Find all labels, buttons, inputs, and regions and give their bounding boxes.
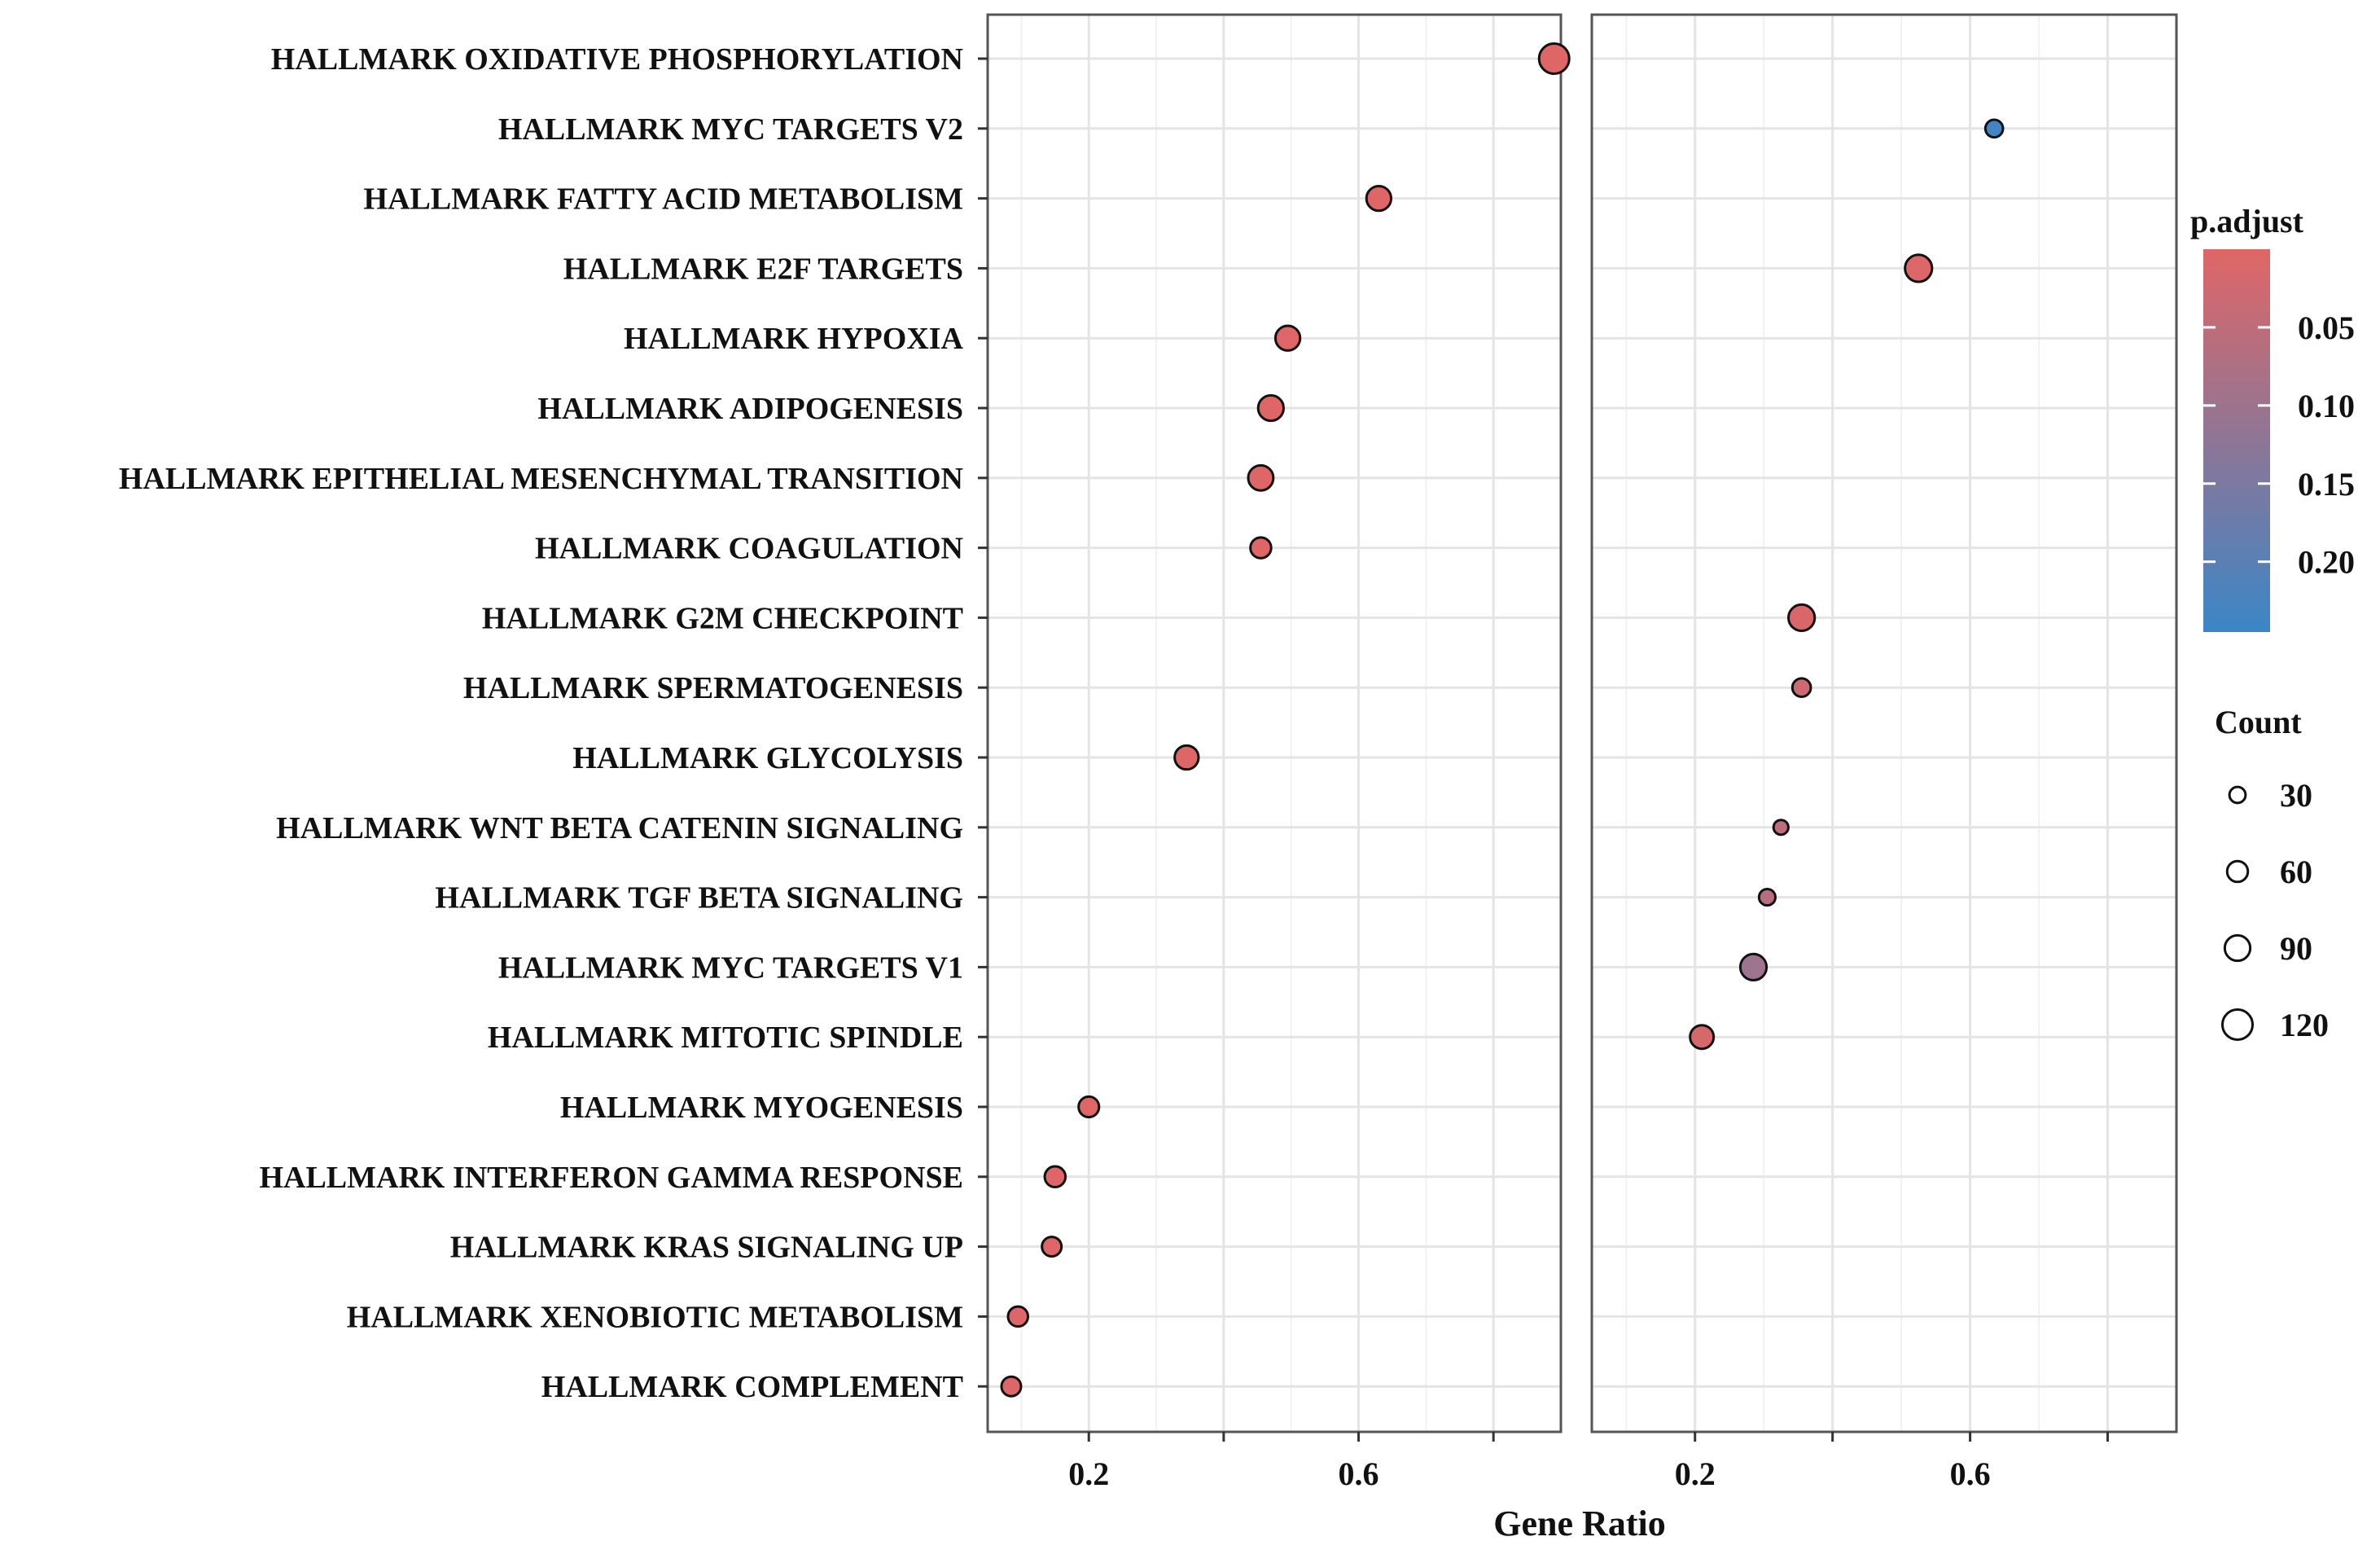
x-tick-label: 0.6 bbox=[1339, 1455, 1379, 1492]
category-label: HALLMARK COAGULATION bbox=[535, 532, 963, 566]
panel-border bbox=[1590, 13, 2178, 1433]
data-point bbox=[1904, 253, 1934, 283]
category-label: HALLMARK ADIPOGENESIS bbox=[537, 392, 963, 426]
color-legend: p.adjust 0.05 0.10 0.15 0.20 bbox=[2190, 203, 2355, 632]
panels-layer: 0.2 0.6 0.2 0.6 bbox=[978, 13, 2178, 1492]
category-label: HALLMARK HYPOXIA bbox=[624, 322, 964, 356]
category-label: HALLMARK INTERFERON GAMMA RESPONSE bbox=[259, 1161, 963, 1195]
data-point bbox=[1041, 1236, 1063, 1258]
category-label: HALLMARK KRAS SIGNALING UP bbox=[450, 1231, 963, 1265]
size-legend-circle bbox=[2220, 1008, 2255, 1042]
data-point bbox=[1273, 324, 1302, 352]
category-label: HALLMARK COMPLEMENT bbox=[541, 1370, 963, 1404]
category-label: HALLMARK MYC TARGETS V2 bbox=[498, 112, 963, 147]
category-labels: HALLMARK OXIDATIVE PHOSPHORYLATION HALLMA… bbox=[119, 42, 964, 1404]
size-legend-circle bbox=[2223, 933, 2252, 963]
panel-border bbox=[986, 13, 1563, 1433]
color-legend-label: 0.20 bbox=[2298, 544, 2355, 581]
size-legend-label: 90 bbox=[2280, 930, 2312, 967]
data-point bbox=[1790, 677, 1812, 699]
color-legend-title: p.adjust bbox=[2190, 203, 2304, 239]
size-legend-circle bbox=[2225, 859, 2250, 884]
data-point bbox=[1772, 819, 1790, 836]
data-point bbox=[1249, 536, 1273, 560]
data-point bbox=[1256, 393, 1285, 423]
x-tick-label: 0.6 bbox=[1950, 1455, 1991, 1492]
category-label: HALLMARK WNT BETA CATENIN SIGNALING bbox=[276, 811, 963, 845]
x-tick-label: 0.2 bbox=[1675, 1455, 1716, 1492]
panel-2: 0.2 0.6 bbox=[1590, 13, 2178, 1492]
data-point bbox=[1787, 603, 1817, 633]
size-legend-circle bbox=[2228, 785, 2247, 805]
category-label: HALLMARK MITOTIC SPINDLE bbox=[488, 1021, 963, 1055]
x-axis-title: Gene Ratio bbox=[1493, 1504, 1665, 1541]
data-point bbox=[1043, 1165, 1067, 1189]
category-label: HALLMARK OXIDATIVE PHOSPHORYLATION bbox=[271, 42, 963, 77]
category-label: HALLMARK E2F TARGETS bbox=[563, 252, 963, 286]
data-point bbox=[1689, 1024, 1716, 1051]
category-label: HALLMARK G2M CHECKPOINT bbox=[482, 601, 963, 635]
data-point bbox=[1006, 1305, 1030, 1328]
category-label: HALLMARK TGF BETA SIGNALING bbox=[435, 881, 963, 915]
data-point bbox=[1365, 184, 1393, 213]
category-label: HALLMARK SPERMATOGENESIS bbox=[463, 671, 963, 705]
data-point bbox=[1247, 463, 1275, 492]
data-point bbox=[1077, 1095, 1101, 1119]
x-tick-label: 0.2 bbox=[1068, 1455, 1109, 1492]
panel-1: 0.2 0.6 bbox=[978, 13, 1571, 1492]
color-legend-label: 0.10 bbox=[2298, 388, 2355, 424]
color-legend-label: 0.05 bbox=[2298, 310, 2355, 346]
data-point bbox=[1000, 1375, 1023, 1398]
category-label: HALLMARK MYC TARGETS V1 bbox=[498, 951, 963, 985]
size-legend: Count 30 60 90 120 bbox=[2215, 704, 2329, 1043]
size-legend-title: Count bbox=[2215, 704, 2302, 740]
category-label: HALLMARK EPITHELIAL MESENCHYMAL TRANSITI… bbox=[119, 462, 963, 496]
data-point bbox=[1757, 888, 1777, 907]
data-point bbox=[1537, 42, 1571, 76]
legends: p.adjust 0.05 0.10 0.15 0.20 Count 30 60 90 120 bbox=[2190, 203, 2355, 1043]
category-label: HALLMARK GLYCOLYSIS bbox=[572, 741, 963, 775]
data-point bbox=[1983, 118, 2005, 139]
size-legend-label: 60 bbox=[2280, 854, 2312, 890]
category-label: HALLMARK FATTY ACID METABOLISM bbox=[364, 182, 963, 217]
color-bar bbox=[2203, 249, 2270, 632]
size-legend-label: 120 bbox=[2280, 1007, 2329, 1043]
data-point bbox=[1173, 744, 1200, 771]
data-point bbox=[1738, 952, 1769, 982]
size-legend-label: 30 bbox=[2280, 777, 2312, 814]
category-label: HALLMARK MYOGENESIS bbox=[560, 1091, 963, 1125]
color-legend-label: 0.15 bbox=[2298, 466, 2355, 503]
category-label: HALLMARK XENOBIOTIC METABOLISM bbox=[347, 1300, 963, 1334]
